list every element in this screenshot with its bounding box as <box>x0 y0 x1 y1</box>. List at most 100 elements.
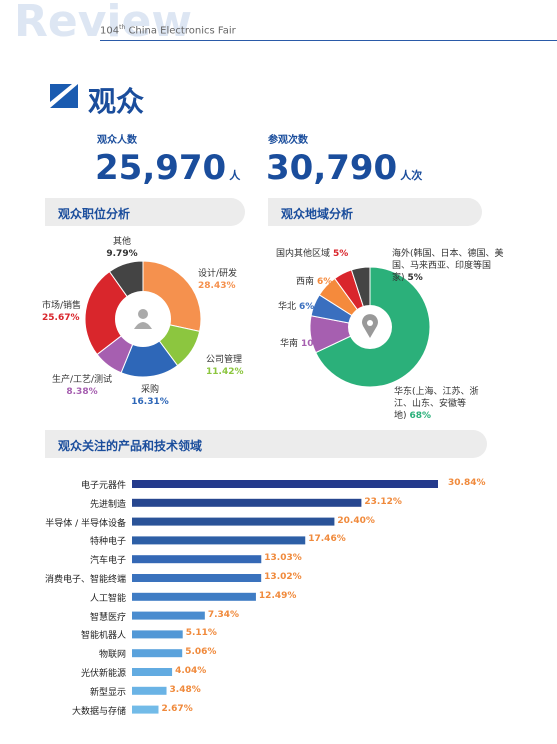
value-label: 16.31% <box>131 397 169 407</box>
category-label: 生产/工艺/测试 <box>51 375 113 385</box>
header-rule <box>100 40 557 41</box>
bar <box>132 668 173 676</box>
value-label: 13.02% <box>264 572 302 582</box>
bars <box>132 480 438 714</box>
event-number: 104 <box>100 25 120 37</box>
value-label: 9.79% <box>106 249 138 259</box>
category-label: 采购 <box>140 385 159 395</box>
pie-label: 采购 16.31% <box>126 384 174 408</box>
bar <box>132 480 438 488</box>
event-suffix: th <box>119 24 126 31</box>
bar <box>132 517 335 526</box>
value-label: 8.38% <box>66 387 98 397</box>
value-label: 12.49% <box>258 590 297 601</box>
value-label: 2.67% <box>161 703 193 714</box>
category-label: 华北 <box>278 302 297 312</box>
pie-label: 其他 9.79% <box>102 236 142 260</box>
category-label: 设计/研发 <box>198 269 238 279</box>
value-label: 5% <box>407 273 423 283</box>
value-label: 6% <box>299 302 315 312</box>
section-title: 观众职位分析 <box>58 207 131 221</box>
category-label: 人工智能 <box>89 593 126 604</box>
page-title: 观众 <box>88 85 145 118</box>
pie-label: 海外(韩国、日本、德国、美国、马来西亚、印度等国家) 5% <box>392 248 504 284</box>
bar <box>132 574 262 582</box>
value-label: 23.12% <box>364 496 402 507</box>
value-label: 13.03% <box>264 553 302 564</box>
bar <box>132 611 205 620</box>
bar <box>132 649 183 658</box>
category-label: 市场/销售 <box>42 301 82 311</box>
category-label: 西南 <box>296 277 315 287</box>
pie-label: 西南 6% <box>296 276 332 288</box>
bar <box>132 630 183 639</box>
value-label: 28.43% <box>198 281 236 291</box>
pie-slice <box>120 317 179 378</box>
section-title: 观众关注的产品和技术领域 <box>58 439 203 453</box>
category-label: 大数据与存储 <box>71 706 126 717</box>
stat-value-row: 30,790 人次 <box>266 148 422 188</box>
category-label: 华南 <box>280 339 299 349</box>
category-label: 汽车电子 <box>89 556 126 567</box>
stat-unit: 人 <box>229 169 241 182</box>
category-label: 特种电子 <box>89 537 126 548</box>
value-label: 7.34% <box>207 609 240 620</box>
bar <box>132 555 262 564</box>
stat-value: 25,970 <box>95 148 227 188</box>
stat-value: 30,790 <box>266 148 398 188</box>
section-band: 观众地域分析 <box>268 198 482 226</box>
value-label: 11.42% <box>206 367 244 377</box>
title-icon <box>50 84 72 102</box>
value-label: 4.04% <box>175 666 207 676</box>
stat-label: 参观次数 <box>268 135 308 146</box>
pie-label: 国内其他区域 5% <box>276 248 348 260</box>
value-label: 20.40% <box>337 515 375 526</box>
value-label: 5% <box>333 249 349 259</box>
icon <box>138 309 148 319</box>
category-label: 海外(韩国、日本、德国、美国、马来西亚、印度等国家) <box>392 249 504 283</box>
category-label: 半导体 / 半导体设备 <box>45 518 126 529</box>
value-label: 3.48% <box>169 684 201 695</box>
pie-label: 生产/工艺/测试 8.38% <box>44 374 120 398</box>
category-label: 其他 <box>112 237 131 247</box>
pie-label: 华南 10% <box>280 338 323 350</box>
stat-label: 观众人数 <box>97 135 137 146</box>
value-label: 68% <box>409 411 432 421</box>
category-label: 公司管理 <box>206 355 243 365</box>
stat-value-row: 25,970 人 <box>95 148 240 188</box>
pie-label: 公司管理 11.42% <box>206 354 244 378</box>
category-label: 华东(上海、江苏、浙江、山东、安徽等地) <box>394 387 479 421</box>
category-label: 光伏新能源 <box>80 669 126 679</box>
pie-slice <box>84 270 144 356</box>
section-band: 观众关注的产品和技术领域 <box>45 430 487 458</box>
pie-label: 市场/销售 25.67% <box>42 300 81 324</box>
bar <box>132 705 159 714</box>
value-label: 25.67% <box>42 313 80 323</box>
category-label: 国内其他区域 <box>276 249 331 259</box>
category-label: 智慧医疗 <box>89 612 126 623</box>
event-title: 104th China Electronics Fair <box>100 24 236 36</box>
event-name: China Electronics Fair <box>128 25 236 37</box>
stat-unit: 人次 <box>400 169 423 182</box>
value-label: 5.11% <box>185 628 217 639</box>
bar <box>132 592 256 601</box>
category-label: 先进制造 <box>89 499 126 510</box>
bar <box>132 498 362 507</box>
stat: 参观次数 30,790 人次 <box>266 131 422 188</box>
pie-label: 华东(上海、江苏、浙江、山东、安徽等地) 68% <box>394 386 494 422</box>
section-title: 观众地域分析 <box>281 207 354 221</box>
pie-label: 华北 6% <box>278 301 314 313</box>
bar <box>132 536 306 545</box>
value-label: 5.06% <box>185 647 217 658</box>
pie-label: 设计/研发 28.43% <box>198 268 237 292</box>
value-label: 10% <box>301 339 323 349</box>
value-label: 6% <box>317 277 333 287</box>
value-label: 30.84% <box>448 478 486 488</box>
category-label: 消费电子、智能终端 <box>44 575 126 585</box>
watermark: Review <box>14 0 192 47</box>
category-label: 新型显示 <box>89 687 126 698</box>
title-icon <box>50 84 78 108</box>
pies <box>84 260 431 388</box>
icon <box>134 322 152 329</box>
